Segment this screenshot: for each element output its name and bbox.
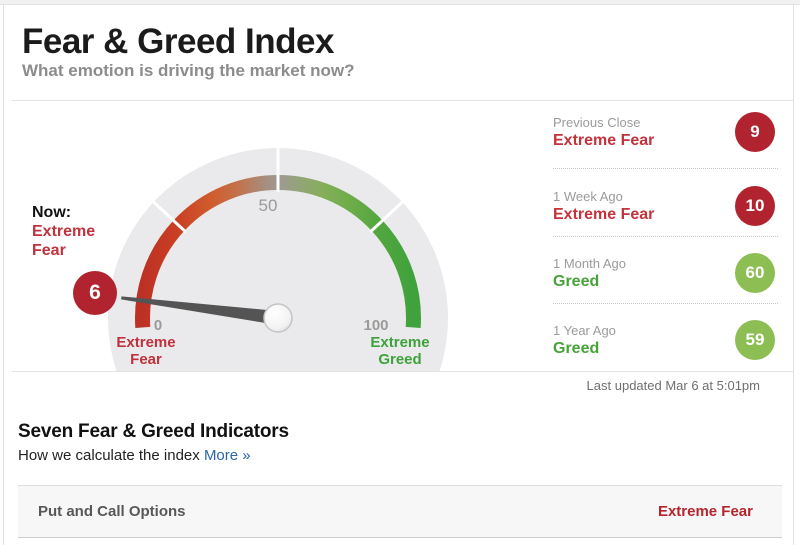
history-item-label: 1 Week Ago [553, 189, 623, 204]
fear-greed-gauge [108, 147, 448, 371]
history-item-value-badge: 59 [735, 320, 775, 360]
how-we-calculate-text: How we calculate the index [18, 447, 204, 464]
history-item-previous-close: Previous Close Extreme Fear 9 [553, 110, 778, 170]
history-divider [553, 303, 778, 304]
history-item-label: 1 Month Ago [553, 256, 626, 271]
history-item-status: Extreme Fear [553, 206, 655, 223]
indicator-row-status: Extreme Fear [657, 503, 753, 520]
now-status: Extreme Fear [32, 223, 96, 259]
now-label: Now: [32, 204, 72, 221]
gauge-max-label: Extreme Greed [370, 334, 430, 368]
gauge-tick-label-50: 50 [258, 196, 278, 215]
page-left-border [3, 5, 4, 545]
history-item-1-month-ago: 1 Month Ago Greed 60 [553, 251, 778, 311]
module-top-border [12, 100, 794, 101]
last-updated-text: Last updated Mar 6 at 5:01pm [586, 378, 760, 393]
gauge-needle [121, 296, 279, 325]
indicator-row-put-and-call-options[interactable]: Put and Call Options Extreme Fear [18, 485, 782, 538]
indicator-row-label: Put and Call Options [38, 503, 186, 520]
top-chrome-strip [0, 0, 800, 5]
more-link[interactable]: More » [203, 447, 251, 464]
history-divider [553, 168, 778, 169]
gauge-min-label: Extreme Fear [116, 334, 176, 368]
page-title: Fear & Greed Index [22, 22, 334, 61]
gauge-tick-label-0: 0 [153, 317, 163, 334]
history-item-label: Previous Close [553, 115, 641, 130]
history-item-value-badge: 9 [735, 112, 775, 152]
history-item-value-badge: 60 [735, 253, 775, 293]
history-item-label: 1 Year Ago [553, 323, 616, 338]
gauge-needle-hub [263, 303, 293, 333]
history-item-status: Greed [553, 340, 600, 357]
history-item-1-week-ago: 1 Week Ago Extreme Fear 10 [553, 184, 778, 244]
gauge-tick-75 [369, 200, 405, 234]
indicators-subline: How we calculate the index More » [18, 447, 251, 464]
history-item-status: Greed [553, 273, 600, 290]
indicators-heading: Seven Fear & Greed Indicators [18, 421, 289, 442]
module-bottom-border [12, 371, 794, 372]
gauge-tick-25 [151, 200, 187, 234]
history-divider [553, 236, 778, 237]
gauge-value-badge: 6 [73, 271, 117, 315]
history-item-status: Extreme Fear [553, 132, 655, 149]
gauge-now-block: Now: Extreme Fear [32, 203, 102, 260]
history-item-value-badge: 10 [735, 186, 775, 226]
history-item-1-year-ago: 1 Year Ago Greed 59 [553, 318, 778, 378]
page-subtitle: What emotion is driving the market now? [22, 61, 355, 80]
gauge-tick-label-100: 100 [363, 317, 389, 334]
page-right-border [793, 5, 794, 545]
